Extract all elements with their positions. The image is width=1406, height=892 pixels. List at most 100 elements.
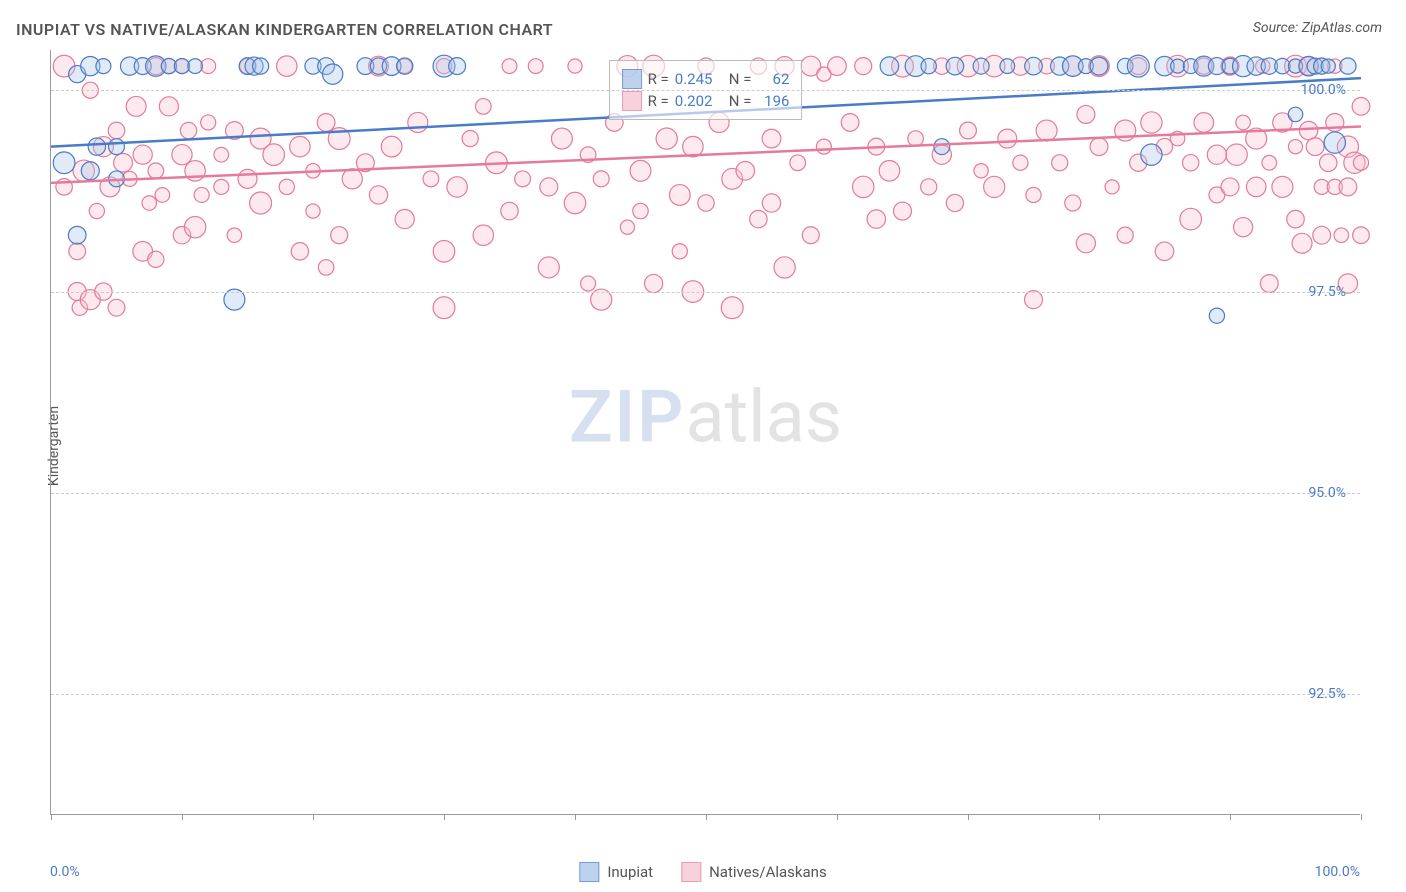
data-point [1275, 58, 1290, 73]
data-point [960, 122, 977, 139]
x-tick [1099, 814, 1100, 820]
legend-swatch [579, 862, 599, 882]
data-point [1105, 180, 1119, 194]
data-point [669, 185, 690, 206]
data-point [984, 176, 1005, 197]
data-point [1260, 275, 1278, 293]
data-point [194, 187, 209, 202]
data-point [188, 59, 203, 74]
data-point [645, 274, 663, 292]
x-axis-max-label: 100.0% [1315, 864, 1360, 880]
r-label: R = [648, 70, 669, 88]
data-point [593, 171, 609, 187]
data-point [1090, 138, 1108, 156]
data-point [1077, 105, 1095, 123]
data-point [68, 226, 86, 244]
data-point [736, 161, 755, 180]
data-point [1292, 233, 1312, 253]
y-tick-label: 97.5% [1308, 284, 1346, 300]
data-point [762, 194, 780, 212]
data-point [201, 115, 216, 130]
data-point [998, 129, 1017, 148]
data-point [1025, 57, 1043, 75]
legend-series-item: Inupiat [579, 862, 653, 882]
data-point [395, 210, 414, 229]
data-point [1013, 155, 1028, 170]
data-point [894, 202, 912, 220]
data-point [1321, 59, 1335, 73]
data-point [502, 59, 517, 74]
data-point [433, 241, 455, 263]
data-point [473, 225, 493, 245]
data-point [263, 144, 285, 166]
data-point [397, 58, 413, 74]
data-point [1171, 59, 1185, 73]
x-tick [51, 814, 52, 820]
gridline [51, 90, 1360, 91]
data-point [1155, 242, 1173, 260]
data-point [114, 153, 133, 172]
data-point [880, 57, 898, 75]
data-point [564, 192, 585, 213]
data-point [277, 56, 297, 76]
data-point [1272, 176, 1293, 197]
data-point [1288, 140, 1302, 154]
data-point [515, 171, 531, 187]
data-point [133, 145, 152, 164]
legend-series: Inupiat Natives/Alaskans [579, 862, 826, 882]
data-point [142, 196, 157, 211]
data-point [934, 139, 950, 155]
data-point [227, 228, 241, 242]
legend-series-item: Natives/Alaskans [681, 862, 827, 882]
data-point [1306, 138, 1324, 156]
y-tick-label: 92.5% [1308, 686, 1346, 702]
data-point [1262, 155, 1277, 170]
data-point [306, 204, 320, 218]
data-point [974, 164, 988, 178]
data-point [96, 59, 111, 74]
data-point [1065, 195, 1081, 211]
legend-correlation-row: R =0.245N =62 [622, 69, 790, 89]
data-point [1000, 59, 1015, 74]
data-point [148, 251, 164, 267]
x-tick [968, 814, 969, 820]
x-axis-min-label: 0.0% [50, 864, 80, 880]
data-point [475, 99, 491, 115]
data-point [433, 297, 455, 319]
legend-series-label: Inupiat [607, 863, 653, 881]
data-point [1246, 177, 1266, 197]
data-point [908, 131, 924, 147]
data-point [1117, 227, 1133, 243]
data-point [180, 122, 196, 138]
x-tick [706, 814, 707, 820]
plot-area: ZIPatlas R =0.245N =62R =0.202N =196 92.… [50, 50, 1360, 815]
source-attribution: Source: ZipAtlas.com [1253, 20, 1382, 36]
x-tick [444, 814, 445, 820]
plot-svg [51, 50, 1360, 814]
data-point [672, 244, 687, 259]
data-point [855, 58, 872, 75]
data-point [816, 139, 831, 154]
data-point [630, 160, 651, 181]
data-point [1024, 291, 1042, 309]
data-point [449, 58, 466, 75]
data-point [214, 147, 229, 162]
data-point [790, 155, 806, 171]
data-point [214, 179, 229, 194]
data-point [238, 169, 257, 188]
data-point [828, 57, 847, 76]
data-point [540, 178, 558, 196]
data-point [1334, 228, 1349, 243]
data-point [1299, 121, 1317, 139]
data-point [342, 169, 362, 189]
data-point [852, 176, 873, 197]
data-point [126, 96, 146, 116]
data-point [1194, 113, 1214, 133]
data-point [172, 145, 192, 165]
data-point [53, 152, 75, 174]
data-point [69, 243, 86, 260]
data-point [551, 128, 572, 149]
data-point [762, 129, 781, 148]
data-point [1221, 178, 1239, 196]
data-point [1076, 234, 1095, 253]
